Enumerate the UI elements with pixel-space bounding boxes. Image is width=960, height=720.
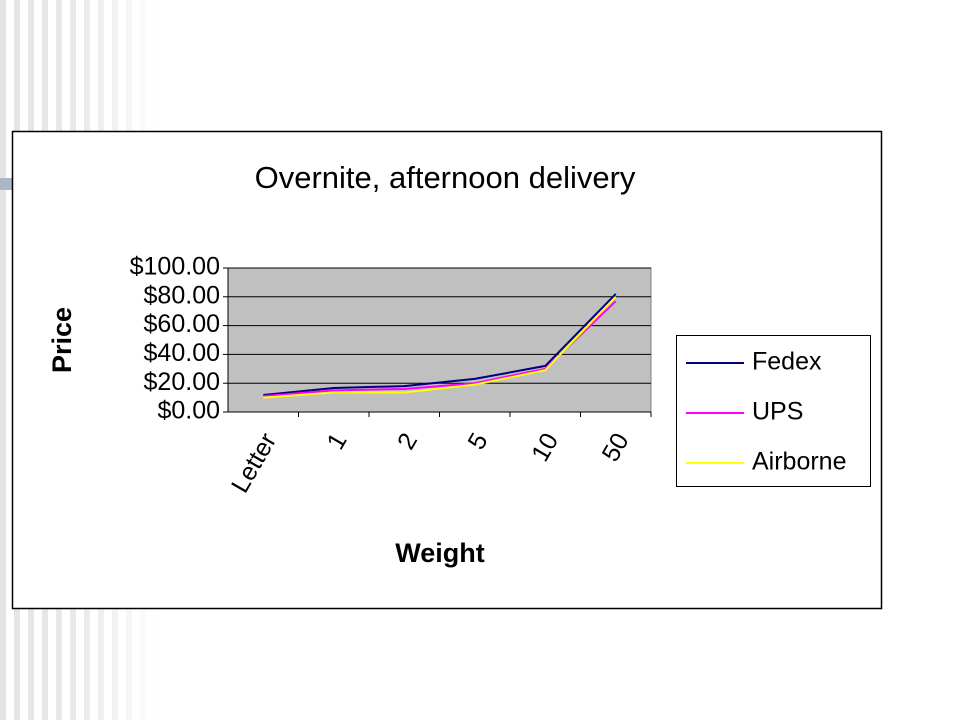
legend-label: UPS: [752, 398, 803, 426]
legend: [676, 335, 871, 487]
legend-label: Airborne: [752, 448, 847, 476]
y-tick-label: $100.00: [130, 253, 220, 281]
y-tick-label: $0.00: [157, 397, 220, 425]
y-axis-title: Price: [47, 307, 77, 373]
x-axis-title: Weight: [395, 538, 485, 568]
y-tick-label: $40.00: [144, 339, 220, 367]
series-line: [263, 293, 617, 397]
y-tick-label: $20.00: [144, 368, 220, 396]
legend-label: Fedex: [752, 348, 822, 376]
y-tick-label: $80.00: [144, 281, 220, 309]
y-tick-label: $60.00: [144, 310, 220, 338]
chart-title: Overnite, afternoon delivery: [255, 160, 636, 195]
series-line: [263, 296, 617, 399]
plot-area: [227, 267, 652, 413]
slide-accent: [0, 178, 12, 190]
